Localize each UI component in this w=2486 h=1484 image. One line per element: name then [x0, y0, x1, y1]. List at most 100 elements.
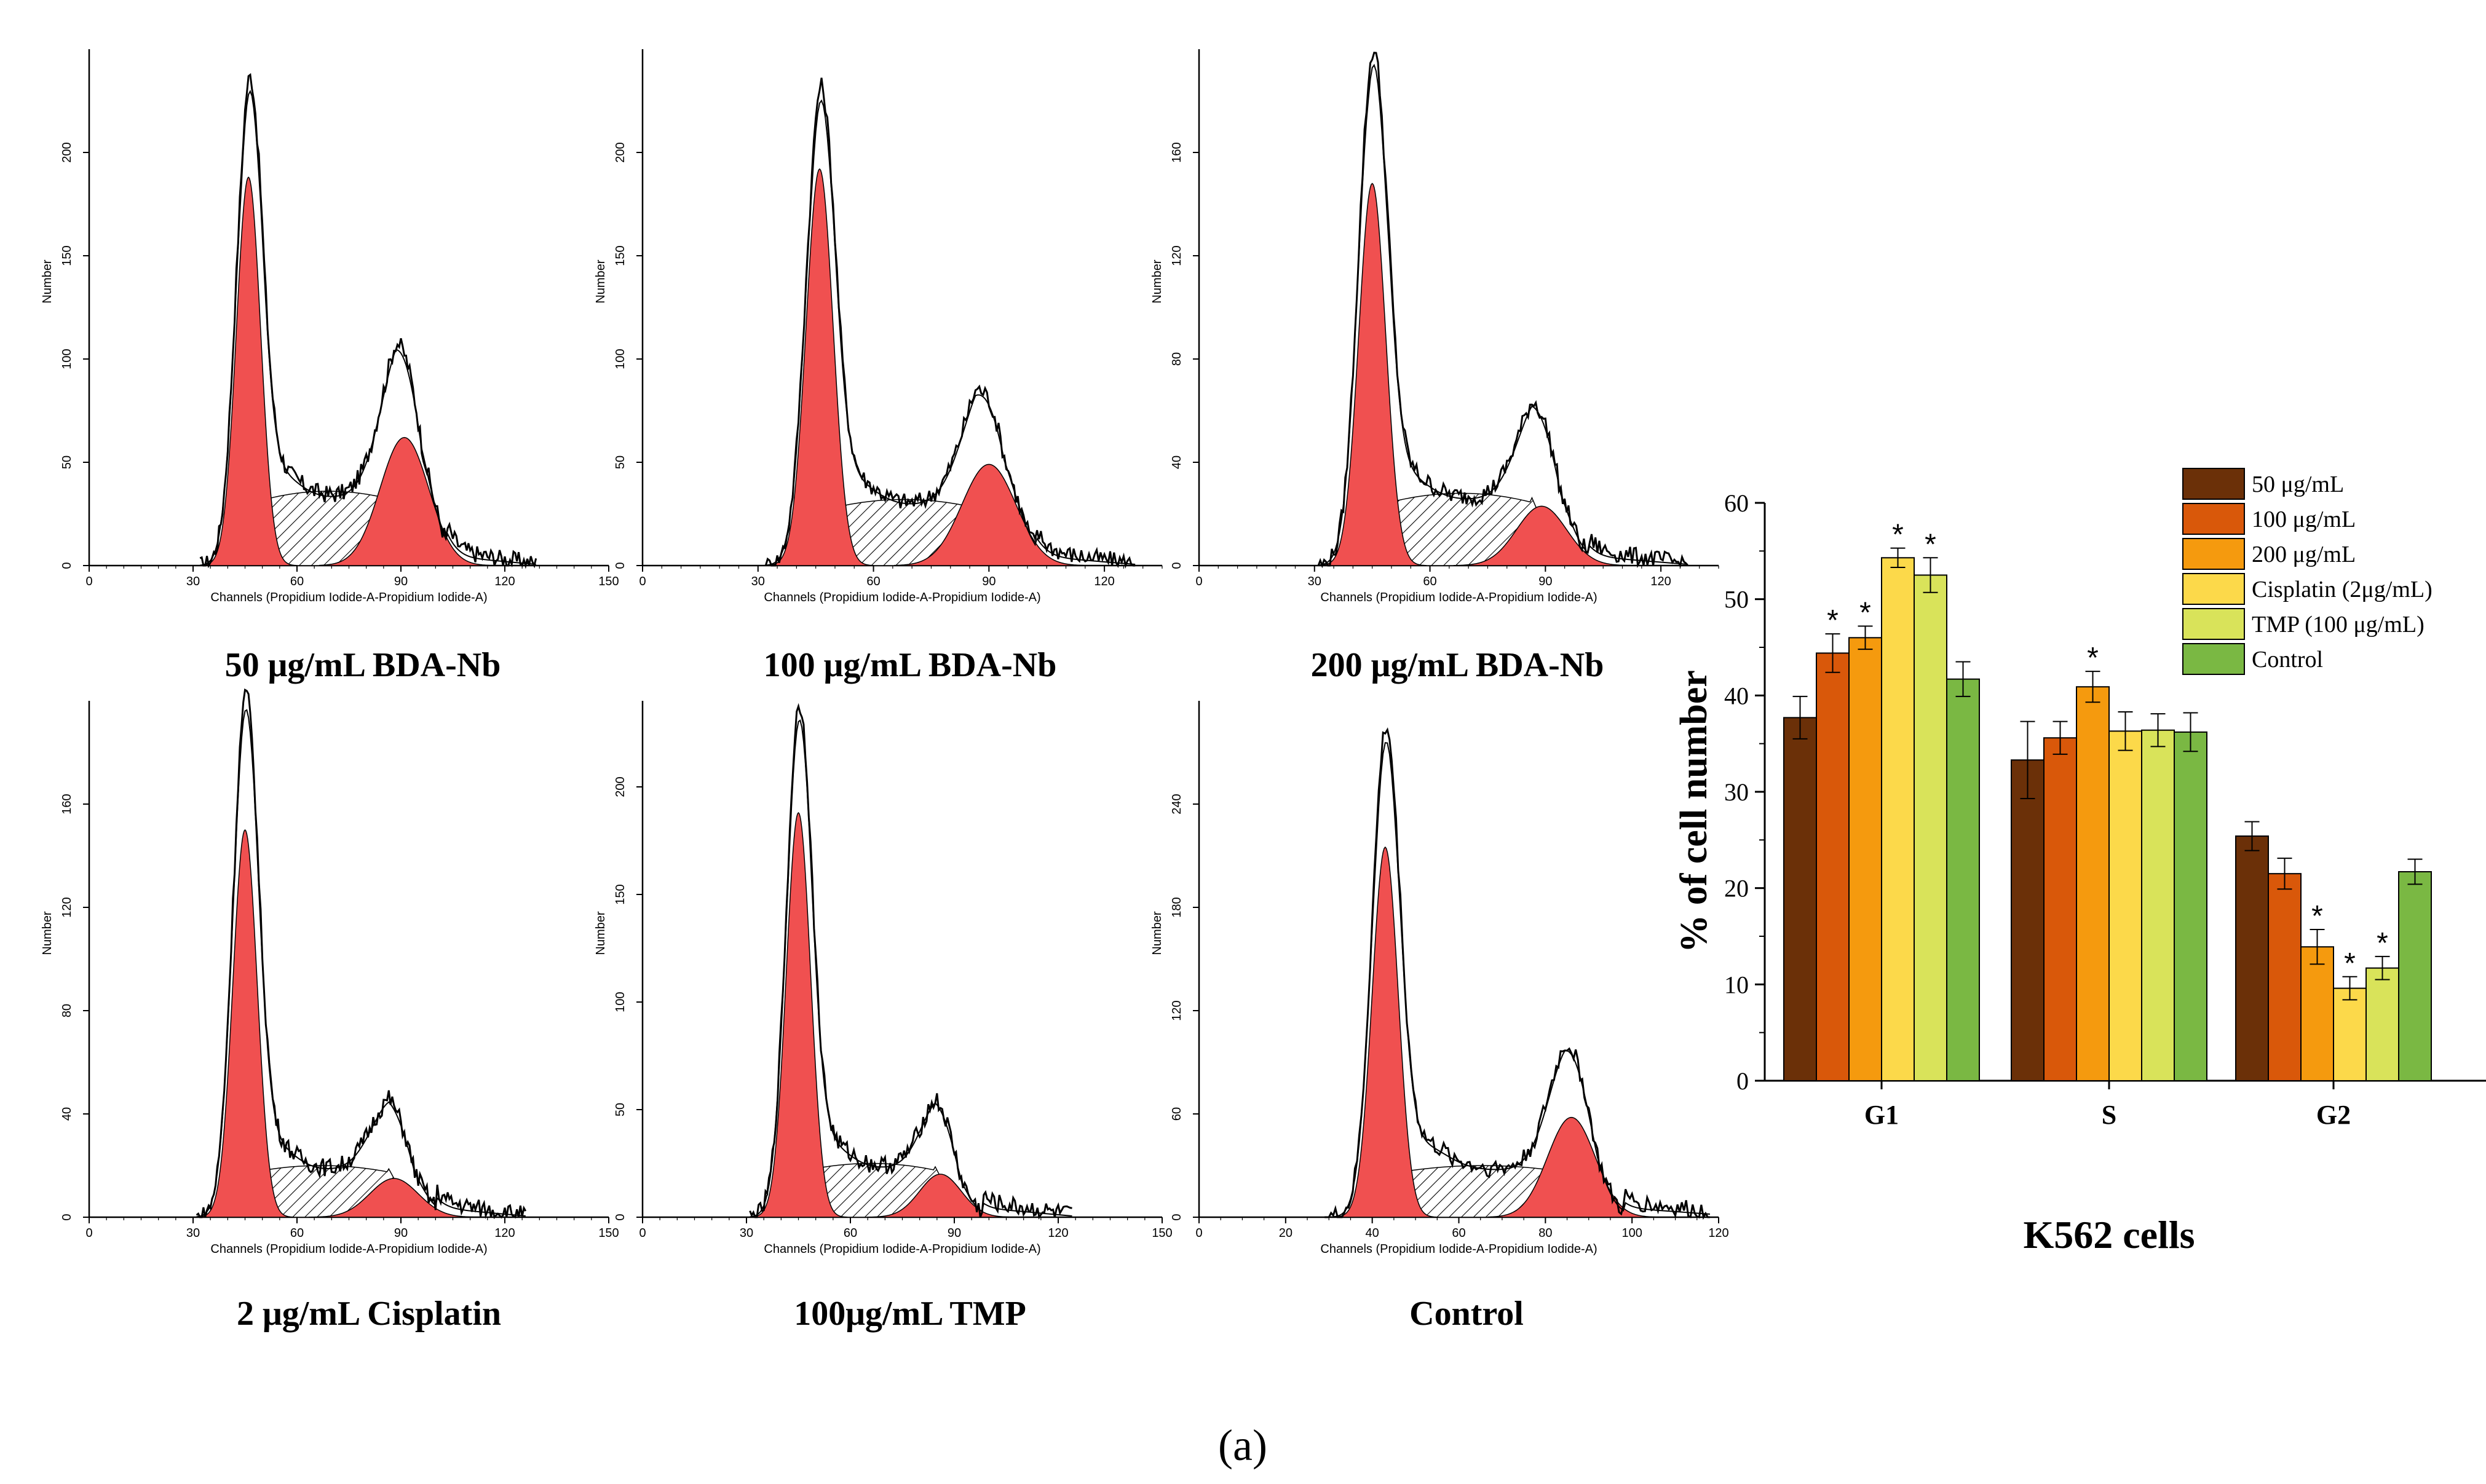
x-tick-label: 0 [1195, 575, 1202, 588]
bar [1914, 574, 1947, 1081]
x-tick-label: 150 [598, 1226, 619, 1240]
x-tick-label: 90 [1538, 575, 1552, 588]
x-axis-label: Channels (Propidium Iodide-A-Propidium I… [764, 591, 1040, 604]
histogram-curve [749, 703, 1072, 1220]
y-tick-label: 50 [614, 456, 627, 469]
x-axis-label: Channels (Propidium Iodide-A-Propidium I… [1320, 591, 1597, 604]
legend-label: 100 μg/mL [2252, 507, 2356, 532]
bar-category-label: S [2102, 1100, 2116, 1130]
y-tick-label: 40 [1170, 456, 1184, 469]
bar [2043, 737, 2077, 1082]
x-axis-label: Channels (Propidium Iodide-A-Propidium I… [210, 591, 487, 604]
y-tick-label: 0 [1170, 1214, 1184, 1220]
bar-category-label: G1 [1864, 1100, 1899, 1130]
x-tick-label: 30 [186, 1226, 200, 1240]
significance-star: * [1827, 604, 1839, 637]
bar [2235, 835, 2269, 1081]
histogram-curve [196, 688, 527, 1220]
bar [1816, 652, 1850, 1081]
panel-title: Control [1409, 1295, 1524, 1333]
bar [2268, 873, 2302, 1081]
g2-peak [867, 1174, 1014, 1218]
y-tick-label: 150 [614, 884, 627, 904]
y-tick-label: 0 [614, 1214, 627, 1220]
x-tick-label: 30 [186, 575, 200, 588]
legend-swatch [2182, 538, 2245, 570]
significance-star: * [2377, 927, 2388, 960]
bar [2174, 731, 2207, 1082]
x-tick-label: 80 [1538, 1226, 1552, 1240]
g2-peak [894, 464, 1084, 566]
x-tick-label: 150 [1152, 1226, 1172, 1240]
significance-star: * [1925, 528, 1936, 561]
x-tick-label: 90 [982, 575, 996, 588]
y-tick-label: 120 [60, 897, 74, 917]
bar [1946, 678, 1980, 1081]
panel-title: 100 μg/mL BDA-Nb [764, 646, 1057, 684]
legend-label: Cisplatin (2μg/mL) [2252, 577, 2433, 602]
bar-y-tick-label: 30 [1724, 778, 1749, 806]
y-tick-label: 100 [60, 349, 74, 369]
bar [1881, 557, 1915, 1081]
y-tick-label: 150 [614, 245, 627, 266]
bar-chart-title: K562 cells [2023, 1213, 2195, 1257]
legend-swatch [2182, 608, 2245, 640]
x-axis-label: Channels (Propidium Iodide-A-Propidium I… [210, 1242, 487, 1256]
cell-cycle-bar-chart: 0 10 20 30 40 50 60 G1 * * * * S * G2 * * * 50 μg/mL 100 μg… [1724, 468, 2486, 1130]
y-axis-label: Number [1150, 259, 1164, 303]
bar-y-tick-label: 50 [1724, 586, 1749, 614]
g2-peak [1487, 1116, 1655, 1218]
legend-swatch [2182, 503, 2245, 535]
bar [1848, 637, 1882, 1082]
y-tick-label: 80 [1170, 352, 1184, 366]
g2-peak [319, 436, 490, 566]
x-tick-label: 120 [1708, 1226, 1728, 1240]
significance-star: * [2344, 947, 2356, 980]
histogram-50-bda-nb: 0 30 60 90 120 150 0 50 100 150 200 Channels (Propi… [41, 49, 619, 604]
significance-star: * [2311, 900, 2323, 933]
x-tick-label: 120 [494, 575, 515, 588]
y-tick-label: 150 [60, 245, 74, 266]
histogram-curve [1317, 52, 1689, 569]
y-tick-label: 100 [614, 992, 627, 1012]
x-tick-label: 60 [1423, 575, 1436, 588]
x-tick-label: 0 [85, 575, 92, 588]
g2-peak [308, 1178, 480, 1218]
bar [2141, 729, 2175, 1081]
significance-star: * [1892, 519, 1904, 551]
y-tick-label: 120 [1170, 1000, 1184, 1020]
x-axis-label: Channels (Propidium Iodide-A-Propidium I… [764, 1242, 1040, 1256]
x-tick-label: 90 [394, 1226, 408, 1240]
g2-peak [1453, 505, 1630, 566]
y-tick-label: 0 [60, 1214, 74, 1220]
histogram-cisplatin: 0 30 60 90 120 150 0 40 80 120 160 Channels (Propid… [41, 688, 619, 1256]
legend-label: 50 μg/mL [2252, 472, 2344, 497]
x-axis-label: Channels (Propidium Iodide-A-Propidium I… [1320, 1242, 1597, 1256]
y-tick-label: 40 [60, 1107, 74, 1121]
x-tick-label: 150 [598, 575, 619, 588]
x-tick-label: 120 [1048, 1226, 1068, 1240]
x-tick-label: 30 [751, 575, 765, 588]
bar [2108, 730, 2142, 1082]
histogram-curve [764, 77, 1136, 569]
y-tick-label: 180 [1170, 897, 1184, 917]
histogram-tmp: 0 30 60 90 120 150 0 50 100 150 200 Channels (Propi… [594, 701, 1173, 1256]
histogram-200-bda-nb: 0 30 60 90 120 0 40 80 120 160 Channels (Propidium… [1150, 49, 1719, 604]
figure-label: (a) [1218, 1421, 1267, 1470]
y-tick-label: 0 [1170, 562, 1184, 569]
y-tick-label: 240 [1170, 794, 1184, 814]
y-tick-label: 200 [60, 142, 74, 162]
y-tick-label: 160 [60, 794, 74, 814]
x-tick-label: 30 [1308, 575, 1321, 588]
x-tick-label: 120 [494, 1226, 515, 1240]
y-axis-label: Number [594, 259, 608, 303]
bar [2398, 871, 2432, 1081]
panel-title: 50 μg/mL BDA-Nb [225, 646, 501, 684]
bar-y-tick-label: 0 [1736, 1067, 1749, 1095]
legend-swatch [2182, 643, 2245, 675]
x-tick-label: 60 [290, 1226, 304, 1240]
x-tick-label: 0 [639, 575, 646, 588]
histogram-100-bda-nb: 0 30 60 90 120 0 50 100 150 200 Channels (Propidiu… [594, 49, 1163, 604]
fit-curve [196, 709, 526, 1218]
